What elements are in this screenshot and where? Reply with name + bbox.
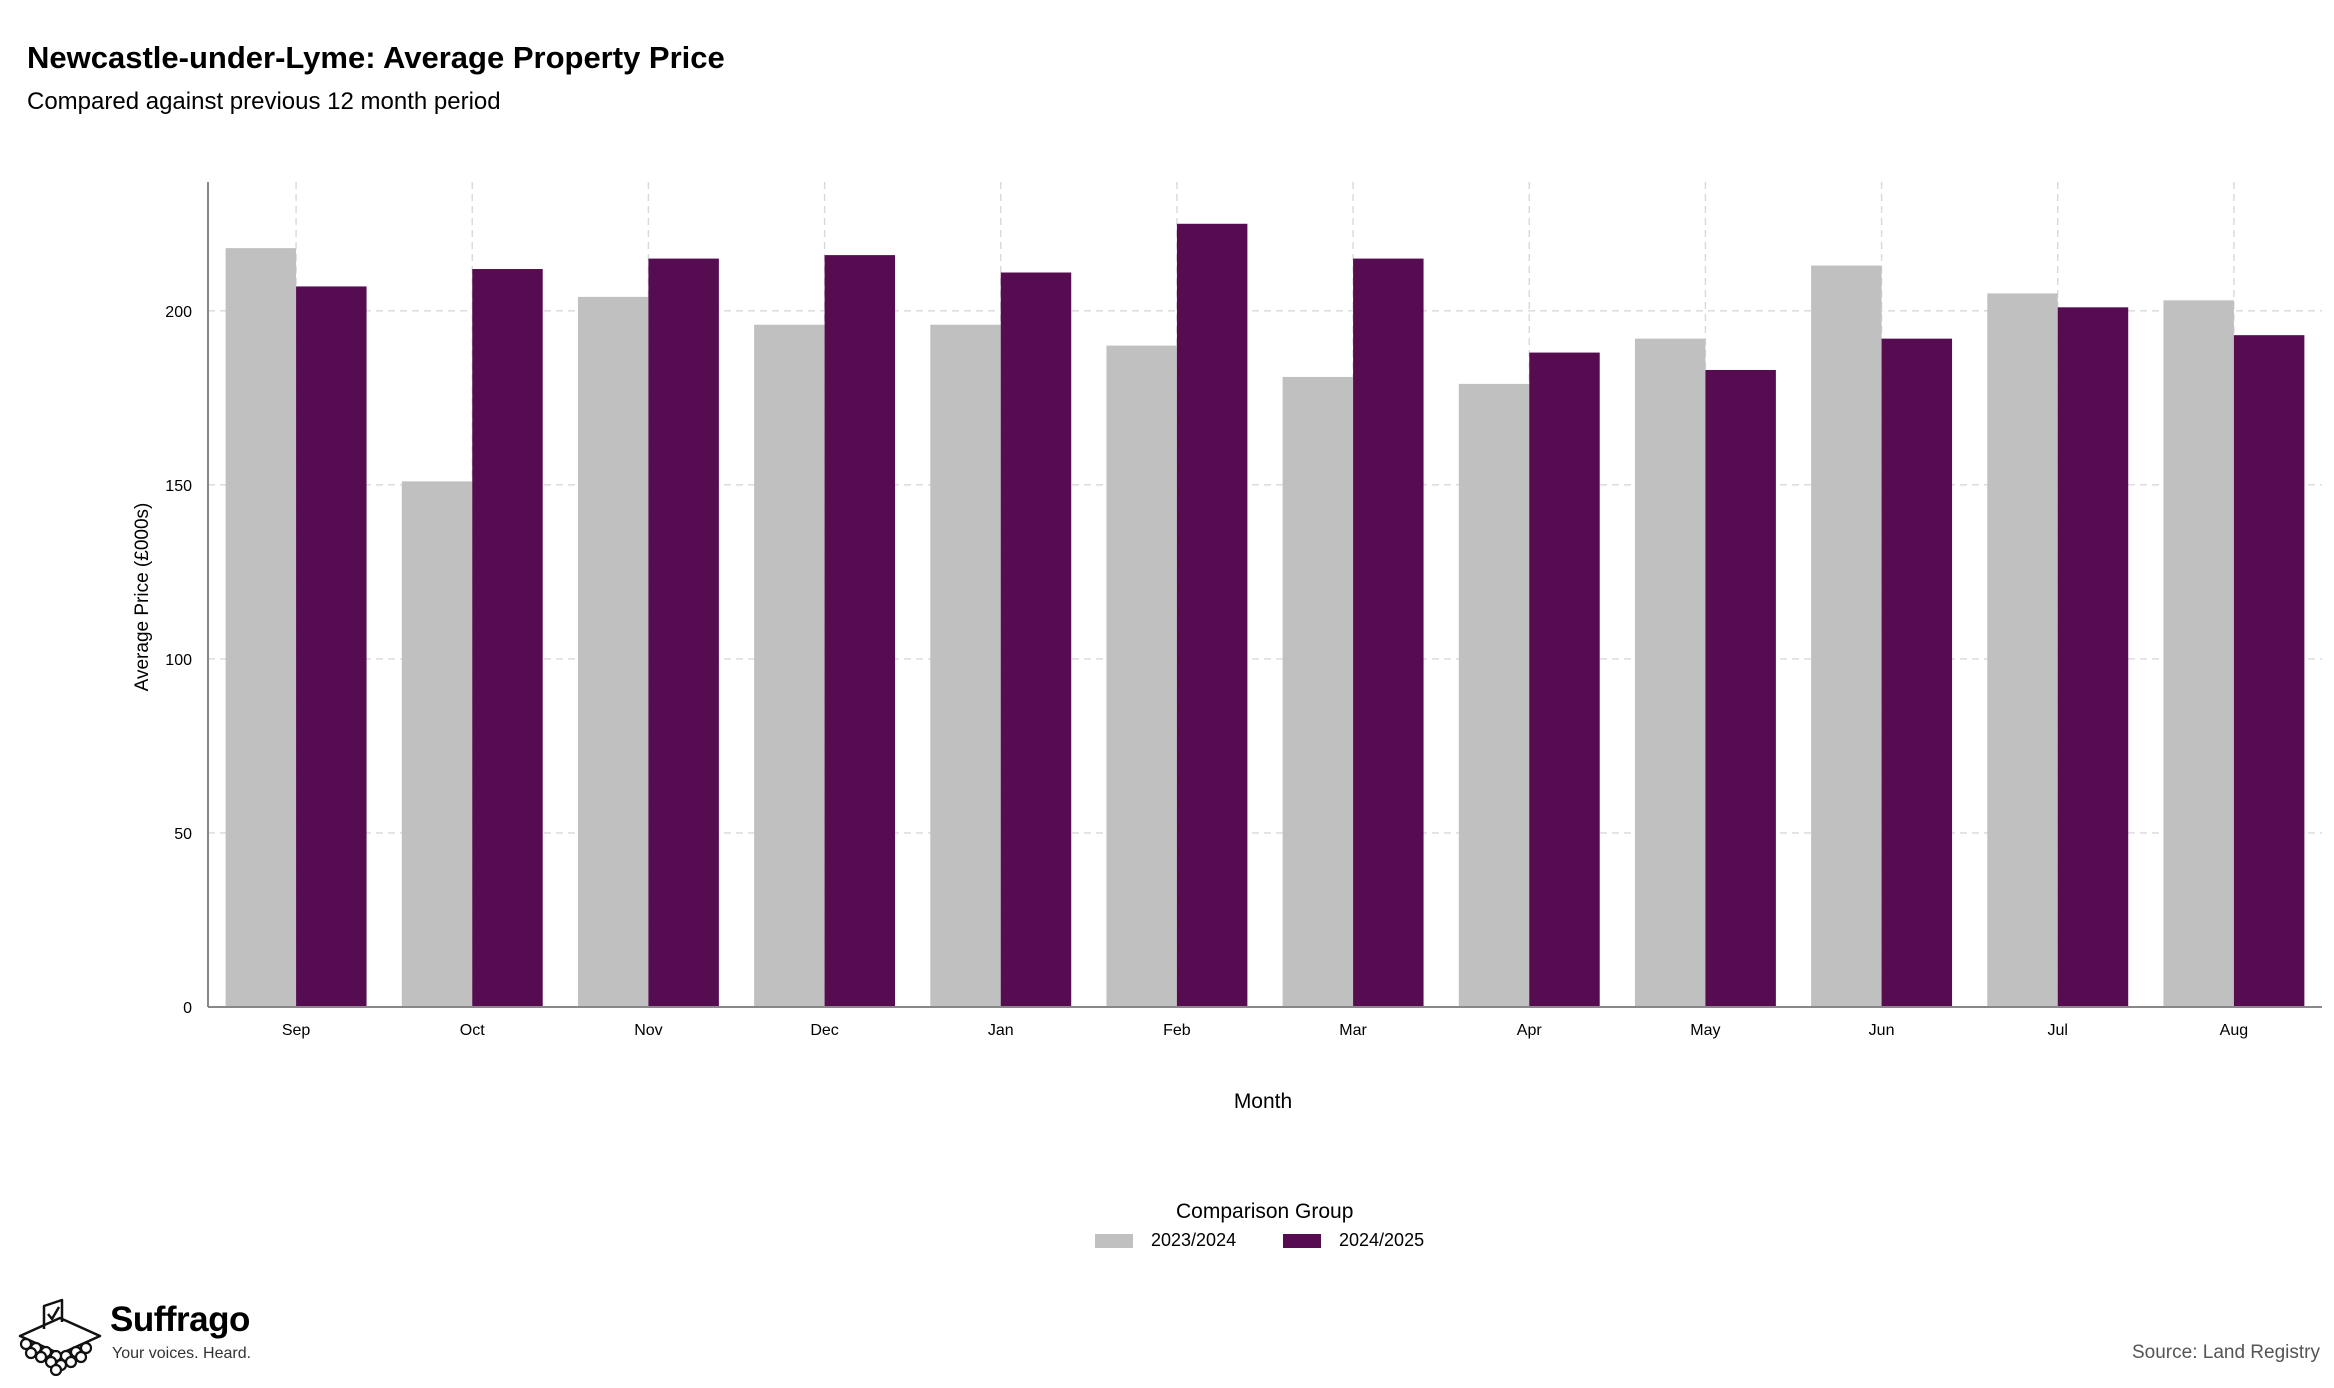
bar-2024-2025-jul <box>2057 307 2129 1007</box>
x-tick-label: Jul <box>2048 1022 2068 1039</box>
x-tick-label: Oct <box>460 1022 485 1039</box>
bar-2023-2024-may <box>1634 338 1706 1007</box>
chart-subtitle: Compared against previous 12 month perio… <box>27 88 501 115</box>
bar-2023-2024-nov <box>577 296 649 1007</box>
bar-2024-2025-apr <box>1529 352 1600 1008</box>
x-tick-label: Mar <box>1339 1022 1367 1039</box>
bar-2023-2024-aug <box>2163 300 2234 1007</box>
legend-item-2024-2025: 2024/2025 <box>1283 1230 1424 1251</box>
axes: 0 50 100 150 200 Sep Oct Nov Dec Jan Feb Mar Apr May J… <box>165 182 2322 1039</box>
y-tick-label: 0 <box>183 1000 192 1017</box>
x-tick-label: Aug <box>2220 1022 2248 1039</box>
y-tick-label: 150 <box>165 478 192 495</box>
bar-2023-2024-mar <box>1282 376 1354 1007</box>
x-tick-label: Jan <box>988 1022 1014 1039</box>
bar-2023-2024-dec <box>754 324 825 1007</box>
bar-2023-2024-feb <box>1106 345 1177 1007</box>
bar-2023-2024-apr <box>1458 383 1530 1007</box>
legend-swatch <box>1095 1233 1133 1248</box>
legend-item-2023-2024: 2023/2024 <box>1095 1230 1236 1251</box>
bar-2023-2024-sep <box>225 248 297 1008</box>
legend-label: 2023/2024 <box>1151 1230 1237 1250</box>
y-tick-label: 100 <box>165 652 192 669</box>
bar-2024-2025-aug <box>2233 335 2305 1007</box>
y-tick-label: 50 <box>174 826 192 843</box>
brand-name: Suffrago <box>110 1300 250 1339</box>
source-note: Source: Land Registry <box>2132 1342 2320 1363</box>
bar-2024-2025-jan <box>1000 272 1072 1007</box>
legend-swatch <box>1283 1233 1321 1248</box>
bar-2024-2025-jun <box>1881 338 1953 1007</box>
bar-2024-2025-sep <box>296 286 367 1007</box>
bar-2024-2025-mar <box>1353 258 1424 1007</box>
bar-2023-2024-jul <box>1987 293 2058 1007</box>
bar-2023-2024-jun <box>1811 265 1882 1007</box>
x-tick-label: Nov <box>634 1022 662 1039</box>
x-tick-label: Jun <box>1869 1022 1895 1039</box>
bar-chart: 0 50 100 150 200 Sep Oct Nov Dec Jan Feb Mar Apr May J… <box>132 182 2322 1113</box>
y-axis-label: Average Price (£000s) <box>132 503 153 692</box>
x-tick-label: Apr <box>1517 1022 1543 1039</box>
x-tick-label: Feb <box>1163 1022 1191 1039</box>
bars <box>225 223 2305 1008</box>
bar-2024-2025-dec <box>824 255 896 1008</box>
x-tick-label: Sep <box>282 1022 311 1039</box>
y-tick-label: 200 <box>165 304 192 321</box>
bar-2023-2024-jan <box>930 324 1001 1007</box>
legend-title: Comparison Group <box>1176 1200 1354 1223</box>
chart-title: Newcastle-under-Lyme: Average Property P… <box>27 40 725 75</box>
x-tick-label: May <box>1690 1022 1720 1039</box>
bar-2023-2024-oct <box>401 481 473 1008</box>
bar-2024-2025-feb <box>1176 223 1248 1007</box>
ballot-box-logo-icon <box>18 1298 102 1376</box>
legend-label: 2024/2025 <box>1339 1230 1425 1250</box>
x-axis-label: Month <box>1234 1090 1292 1113</box>
bar-2024-2025-nov <box>648 258 719 1007</box>
x-tick-label: Dec <box>810 1022 838 1039</box>
bar-2024-2025-oct <box>472 269 543 1007</box>
bar-2024-2025-may <box>1705 369 1776 1007</box>
brand-tagline: Your voices. Heard. <box>112 1345 252 1362</box>
